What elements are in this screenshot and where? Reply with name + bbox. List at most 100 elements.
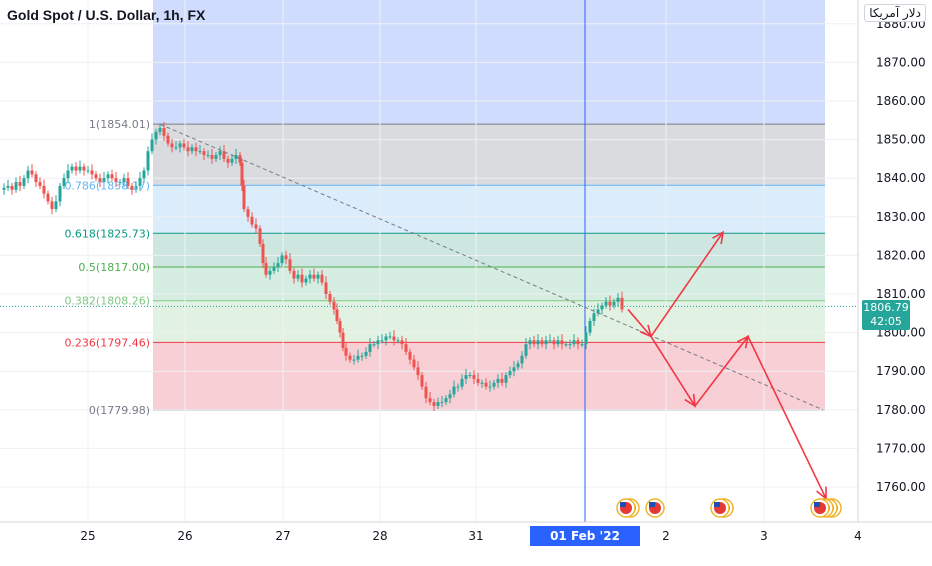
candle-body bbox=[186, 147, 190, 152]
candle-body bbox=[276, 263, 280, 267]
candle-body bbox=[202, 151, 206, 156]
candle-body bbox=[264, 263, 268, 275]
time-tick-label: 28 bbox=[372, 529, 387, 543]
candle-body bbox=[392, 336, 396, 341]
candle-body bbox=[18, 182, 22, 186]
fib-level-label: 1(1854.01) bbox=[89, 118, 150, 131]
candle-body bbox=[532, 340, 536, 345]
candle-body bbox=[416, 367, 420, 376]
candle-body bbox=[548, 340, 552, 342]
projection-arrows[interactable] bbox=[627, 230, 827, 501]
candle-body bbox=[408, 351, 412, 360]
candle-body bbox=[170, 143, 174, 148]
candle-body bbox=[272, 266, 276, 271]
candle-body bbox=[516, 363, 520, 368]
currency-label[interactable]: دلار آمریکا bbox=[864, 4, 926, 22]
projection-arrow-up-head bbox=[712, 230, 725, 245]
time-tick-label: 26 bbox=[177, 529, 192, 543]
candle-body bbox=[280, 255, 284, 264]
fib-zone bbox=[153, 266, 825, 301]
time-axis-bg bbox=[0, 522, 932, 550]
candle-body bbox=[400, 340, 404, 345]
candle-body bbox=[22, 178, 26, 186]
candle-body bbox=[34, 174, 38, 183]
time-axis[interactable]: 25 26 27 28 31 2 3 4 bbox=[0, 521, 932, 550]
candle-body bbox=[258, 228, 262, 244]
price-axis[interactable]: 1760.001770.001780.001790.001800.001810.… bbox=[857, 0, 932, 550]
price-tick-label: 1770.00 bbox=[876, 441, 926, 455]
candle-body bbox=[58, 185, 62, 202]
fib-level-label: 0.786(1838.17) bbox=[64, 179, 150, 192]
crosshair-date: 01 Feb '22 bbox=[550, 529, 620, 543]
candle-body bbox=[484, 382, 488, 387]
candle-body bbox=[288, 259, 292, 271]
fib-labels: 1(1854.01) 0.786(1838.17) 0.618(1825.73) 0.… bbox=[64, 118, 150, 417]
candles bbox=[2, 121, 624, 411]
candle-body bbox=[328, 294, 332, 302]
candle-body bbox=[122, 178, 126, 183]
candle-body bbox=[86, 170, 90, 172]
candle-body bbox=[134, 185, 138, 190]
trend-line[interactable] bbox=[159, 123, 824, 411]
candle-body bbox=[376, 340, 380, 345]
candle-body bbox=[536, 340, 540, 345]
candle-body bbox=[106, 174, 110, 179]
fib-zone bbox=[153, 233, 825, 267]
candle-body bbox=[70, 166, 74, 171]
time-tick-label: 25 bbox=[80, 529, 95, 543]
us-event-icon bbox=[620, 502, 626, 507]
candle-body bbox=[424, 386, 428, 399]
candle-body bbox=[332, 301, 336, 310]
candle-body bbox=[436, 402, 440, 406]
candle-body bbox=[82, 166, 86, 171]
price-tick-label: 1860.00 bbox=[876, 94, 926, 108]
candle-body bbox=[206, 155, 210, 157]
candle-body bbox=[194, 147, 198, 152]
candle-body bbox=[320, 274, 324, 283]
candle-body bbox=[341, 332, 345, 349]
candle-body bbox=[130, 185, 134, 190]
candle-body bbox=[198, 151, 202, 153]
crosshair-date-tag: 01 Feb '22 04:00 bbox=[530, 526, 640, 563]
candle-body bbox=[10, 185, 14, 190]
candle-body bbox=[218, 151, 222, 156]
candle-body bbox=[404, 344, 408, 352]
candle-body bbox=[368, 344, 372, 352]
time-tick-label: 3 bbox=[760, 529, 768, 543]
candle-body bbox=[214, 155, 218, 159]
candle-body bbox=[6, 185, 10, 188]
candle-body bbox=[98, 178, 102, 183]
price-tick-label: 1850.00 bbox=[876, 133, 926, 147]
candle-body bbox=[620, 297, 624, 310]
candle-body bbox=[616, 297, 620, 302]
price-tick-label: 1760.00 bbox=[876, 480, 926, 494]
chart-title: Gold Spot / U.S. Dollar, 1h, FX bbox=[7, 7, 206, 23]
candle-body bbox=[74, 166, 78, 171]
fib-zones bbox=[153, 0, 825, 411]
candle-body bbox=[54, 201, 58, 210]
price-tick-label: 1870.00 bbox=[876, 55, 926, 69]
candle-body bbox=[242, 185, 246, 210]
price-tick-label: 1810.00 bbox=[876, 287, 926, 301]
candle-body bbox=[568, 344, 572, 346]
fib-level-label: 0.618(1825.73) bbox=[64, 227, 150, 240]
candle-body bbox=[580, 344, 584, 346]
candle-body bbox=[612, 301, 616, 306]
candle-body bbox=[344, 348, 348, 356]
bar-countdown: 42:05 bbox=[870, 315, 902, 328]
candle-body bbox=[102, 178, 106, 183]
candle-body bbox=[308, 274, 312, 279]
candle-body bbox=[468, 375, 472, 377]
projection-arrow-down-head bbox=[736, 334, 750, 349]
candle-body bbox=[520, 355, 524, 364]
chart[interactable]: 1(1854.01) 0.786(1838.17) 0.618(1825.73) 0.… bbox=[0, 0, 932, 550]
projection-arrow-down-head bbox=[684, 393, 696, 408]
candle-body bbox=[508, 371, 512, 376]
crosshair-time: 04:00 bbox=[565, 549, 605, 563]
price-tick-label: 1840.00 bbox=[876, 171, 926, 185]
candle-body bbox=[174, 147, 178, 149]
fib-level-label: 0.382(1808.26) bbox=[64, 295, 150, 308]
economic-events[interactable] bbox=[616, 498, 842, 518]
candle-body bbox=[456, 386, 460, 388]
fib-level-label: 0(1779.98) bbox=[89, 404, 150, 417]
